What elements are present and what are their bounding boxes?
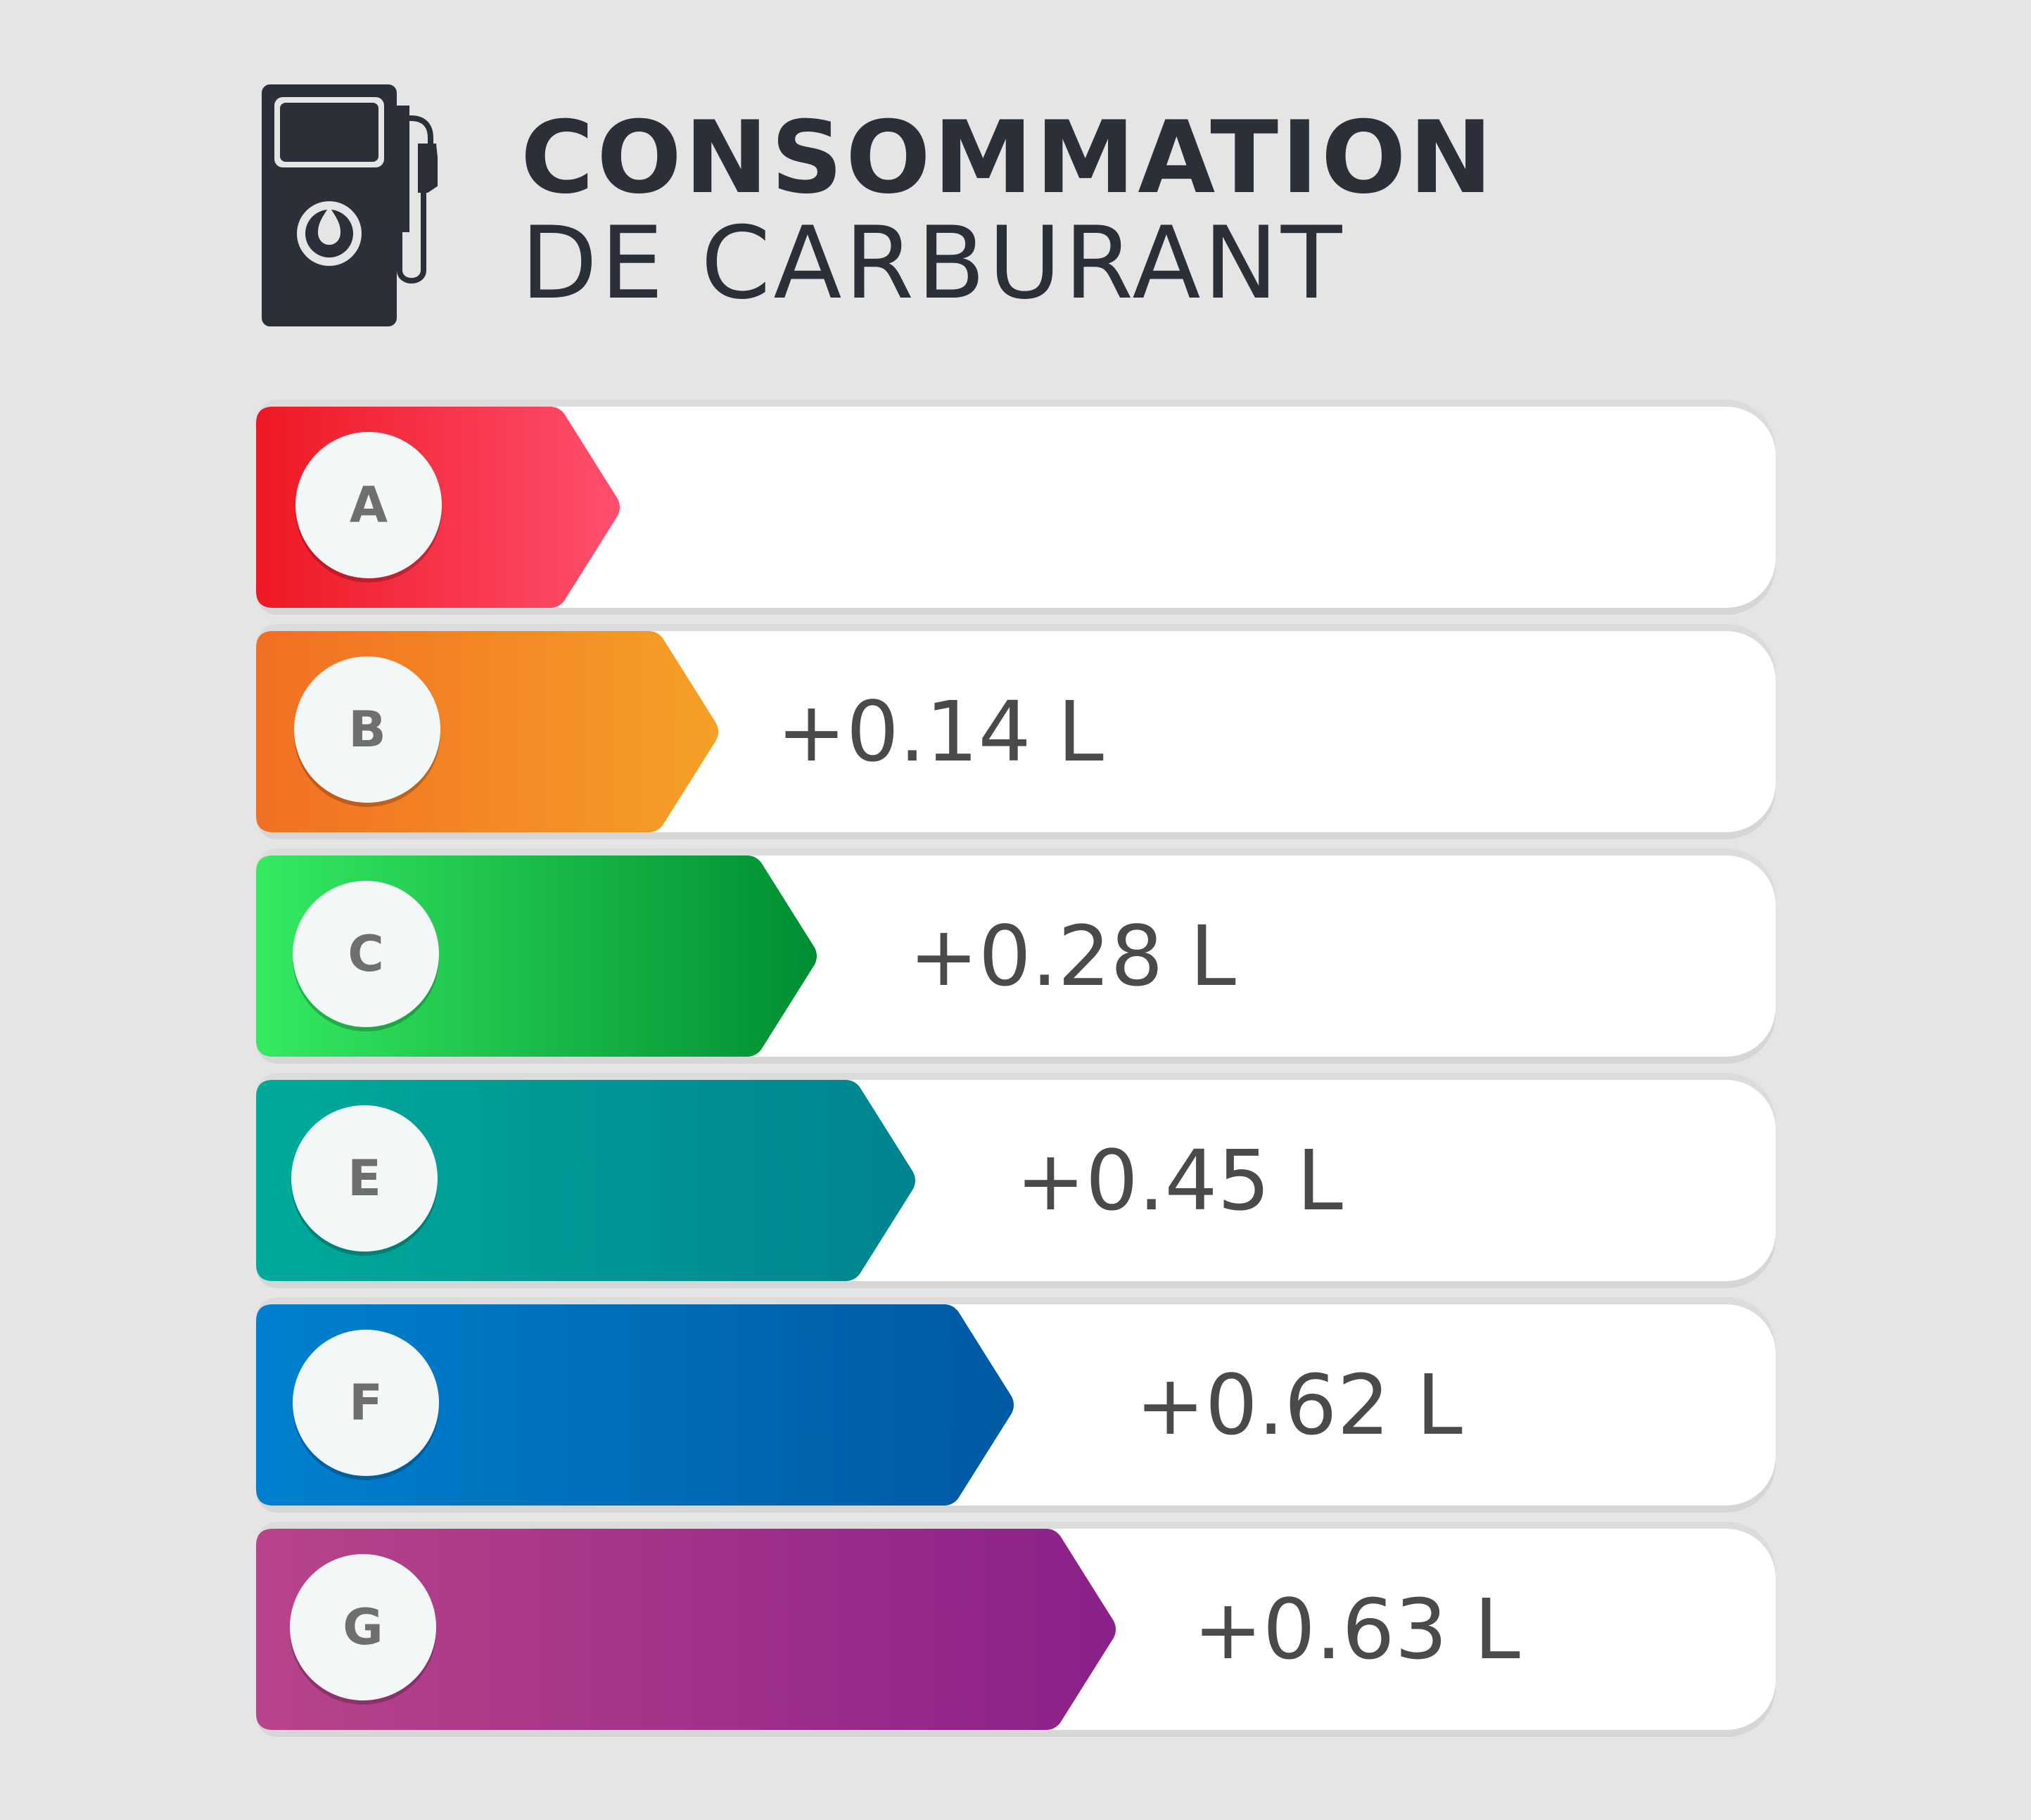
rating-row-b: B +0.14 L [256, 631, 1776, 839]
rating-row-g: G +0.63 L [256, 1529, 1776, 1737]
rating-row-c: C +0.28 L [256, 855, 1776, 1064]
consumption-value: +0.28 L [909, 908, 1236, 1005]
rating-list: A B +0.14 L C +0.28 L E +0.45 L F +0.62 L G +0.63 … [256, 407, 1776, 1753]
grade-letter: G [343, 1598, 383, 1656]
rating-arrow-f [256, 1304, 1014, 1506]
grade-badge: G [290, 1554, 436, 1700]
consumption-value: +0.45 L [1016, 1132, 1343, 1229]
consumption-value: +0.63 L [1193, 1581, 1520, 1678]
consumption-value: +0.14 L [777, 683, 1104, 780]
rating-bar [256, 1304, 1014, 1506]
grade-badge: F [293, 1330, 439, 1476]
grade-letter: A [349, 476, 388, 534]
rating-arrow-e [256, 1080, 915, 1281]
grade-badge: A [295, 432, 442, 578]
rating-bar [256, 1080, 915, 1281]
rating-bar [256, 1529, 1116, 1730]
fuel-pump-icon [262, 84, 438, 326]
title-line-2: DE CARBURANT [521, 205, 1345, 322]
grade-badge: C [293, 881, 439, 1027]
page-title: CONSOMMATION DE CARBURANT [521, 106, 1496, 317]
consumption-value: +0.62 L [1135, 1356, 1463, 1453]
grade-badge: B [294, 656, 440, 803]
rating-arrow-g [256, 1529, 1116, 1730]
title-line-1: CONSOMMATION [521, 100, 1496, 216]
grade-badge: E [291, 1105, 438, 1252]
grade-letter: F [349, 1374, 383, 1432]
rating-row-f: F +0.62 L [256, 1304, 1776, 1513]
grade-letter: E [348, 1150, 381, 1207]
rating-row-e: E +0.45 L [256, 1080, 1776, 1288]
grade-letter: B [348, 701, 386, 758]
rating-row-a: A [256, 407, 1776, 615]
grade-letter: C [348, 925, 384, 983]
